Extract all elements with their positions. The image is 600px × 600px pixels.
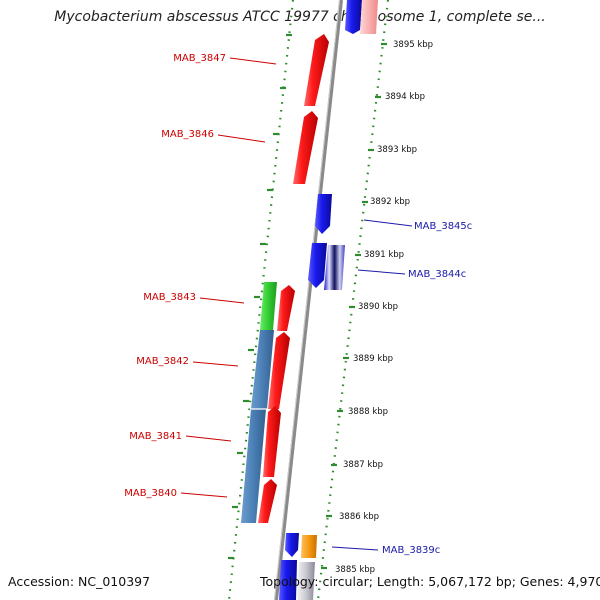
gene-label-mab-3845c[interactable]: MAB_3845c — [414, 221, 472, 232]
kbp-tick: 3891 kbp — [364, 250, 404, 260]
gene-bottom-blue[interactable] — [279, 560, 297, 600]
gene-label-mab-3842[interactable]: MAB_3842 — [136, 356, 189, 367]
gene-mab-3839c[interactable] — [285, 533, 299, 557]
gene-label-mab-3841[interactable]: MAB_3841 — [129, 431, 182, 442]
gene-top-blue[interactable] — [345, 0, 362, 34]
kbp-tick: 3885 kbp — [335, 565, 375, 575]
gene-label-mab-3843[interactable]: MAB_3843 — [143, 292, 196, 303]
kbp-tick: 3888 kbp — [348, 407, 388, 417]
gene-mab-3847[interactable] — [304, 34, 329, 106]
gene-mab-3844c-part[interactable] — [324, 245, 345, 290]
gene-label-mab-3847[interactable]: MAB_3847 — [173, 53, 226, 64]
gene-mab-3841[interactable] — [263, 406, 281, 477]
gene-bottom-grey[interactable] — [297, 562, 315, 600]
gene-label-mab-3844c[interactable]: MAB_3844c — [408, 269, 466, 280]
gene-mab-3840[interactable] — [258, 479, 277, 523]
kbp-tick: 3893 kbp — [377, 145, 417, 155]
gene-top-pink[interactable] — [360, 0, 378, 34]
block-mab-3841-3840[interactable] — [241, 409, 266, 523]
right-gene-labels: MAB_3845c MAB_3844c MAB_3839c — [331, 219, 472, 556]
topology-summary: Topology: circular; Length: 5,067,172 bp… — [260, 574, 600, 589]
inner-dotted-track — [227, 0, 295, 600]
kbp-tick: 3887 kbp — [343, 460, 383, 470]
kbp-tick: 3894 kbp — [385, 92, 425, 102]
map-title: Mycobacterium abscessus ATCC 19977 chrom… — [54, 9, 546, 25]
block-mab-3843[interactable] — [260, 282, 277, 330]
kbp-tick: 3889 kbp — [353, 354, 393, 364]
gene-label-mab-3840[interactable]: MAB_3840 — [124, 488, 177, 499]
gene-label-mab-3839c[interactable]: MAB_3839c — [382, 545, 440, 556]
outer-dotted-track — [316, 0, 390, 600]
gene-label-mab-3846[interactable]: MAB_3846 — [161, 129, 214, 140]
block-mab-3842[interactable] — [251, 330, 274, 409]
kbp-tick: 3890 kbp — [358, 302, 398, 312]
gene-orange[interactable] — [301, 535, 317, 558]
chromosome-backbone — [274, 0, 343, 600]
gene-mab-3843[interactable] — [277, 285, 295, 331]
track-dash-marks — [228, 33, 387, 570]
kbp-ticks: 3895 kbp 3894 kbp 3893 kbp 3892 kbp 3891… — [335, 40, 433, 575]
accession-text: Accession: NC_010397 — [8, 574, 151, 589]
gene-mab-3842[interactable] — [268, 332, 290, 409]
kbp-tick: 3895 kbp — [393, 40, 433, 50]
kbp-tick: 3892 kbp — [370, 197, 410, 207]
backbone-highlight — [274, 0, 340, 600]
kbp-tick: 3886 kbp — [339, 512, 379, 522]
left-gene-labels: MAB_3847 MAB_3846 MAB_3843 MAB_3842 MAB_… — [124, 53, 277, 499]
gene-mab-3846[interactable] — [293, 111, 318, 184]
gene-mab-3844c[interactable] — [308, 243, 327, 288]
gene-mab-3845c[interactable] — [315, 194, 332, 234]
